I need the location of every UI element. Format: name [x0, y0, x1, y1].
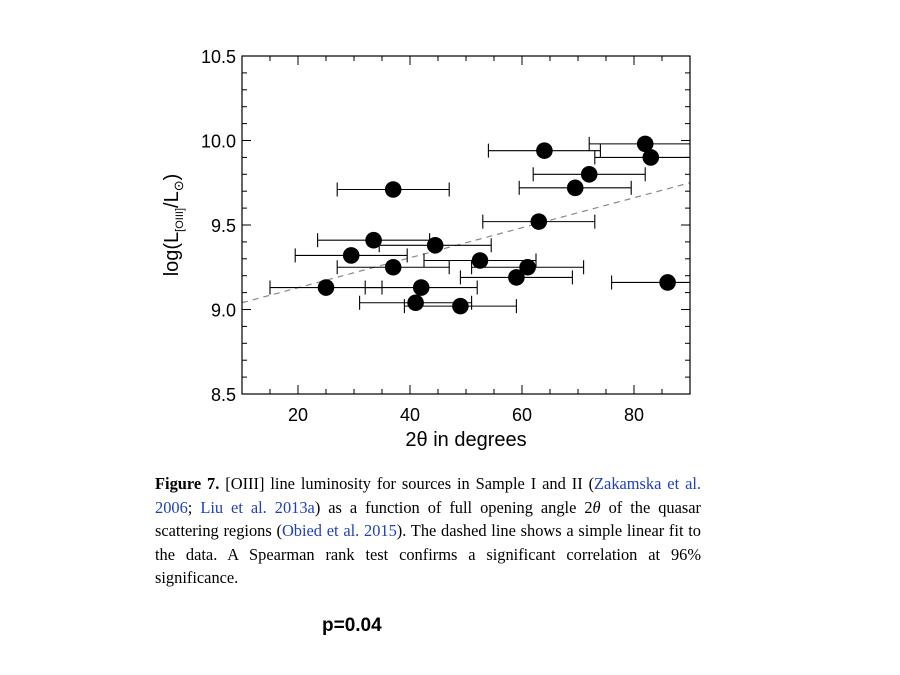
y-tick-label: 8.5	[211, 385, 236, 405]
caption-text: [OIII] line luminosity for sources in Sa…	[219, 474, 595, 493]
x-tick-label: 80	[624, 405, 644, 425]
x-axis-title-part: θ	[417, 429, 428, 451]
data-point	[342, 247, 360, 264]
y-tick-label: 10.5	[201, 47, 236, 67]
y-tick-label: 10.0	[201, 132, 236, 152]
x-axis-title-part: 2	[405, 429, 416, 451]
caption-text: of the quasar scattering regions (	[155, 497, 701, 541]
figure-caption: Figure 7. [OIII] line luminosity for sou…	[155, 472, 701, 590]
data-point	[384, 181, 402, 198]
data-point	[530, 213, 548, 230]
data-point	[519, 258, 536, 276]
p-value-annotation: p=0.04	[322, 615, 382, 636]
data-point	[426, 236, 444, 254]
data-point	[452, 297, 469, 315]
data-point	[508, 269, 525, 286]
citation-link-zakamska[interactable]: Zakamska et al. 2006	[155, 474, 701, 517]
figure-label: Figure 7.	[155, 474, 220, 493]
x-tick-label: 20	[288, 405, 308, 425]
x-axis-title-part: in degrees	[428, 429, 527, 451]
y-tick-label: 9.5	[211, 216, 236, 236]
y-axis-title-part: )	[161, 174, 183, 181]
data-point	[407, 294, 424, 312]
data-point	[471, 252, 489, 269]
plot-frame	[241, 55, 691, 395]
data-point	[384, 258, 402, 276]
y-axis-title-part: log(L	[161, 232, 183, 276]
citation-link-obied[interactable]: Obied et al. 2015	[281, 521, 397, 541]
data-point	[365, 231, 382, 249]
y-axis-title-subscript: ⊙	[171, 180, 186, 191]
data-point	[636, 135, 654, 153]
y-axis-title: log(L[OIII]/L⊙)	[161, 174, 186, 277]
x-tick-label: 60	[512, 405, 532, 425]
data-point	[642, 149, 660, 166]
caption-text: ). The dashed line shows a simple linear…	[155, 521, 701, 588]
y-axis-title-subscript: [OIII]	[174, 208, 186, 232]
x-axis-title: 2θ in degrees	[405, 429, 526, 451]
linear-fit-line	[241, 182, 691, 304]
data-point	[536, 142, 553, 159]
data-point	[659, 274, 676, 291]
caption-text: ) as a function of full opening angle 2	[314, 497, 593, 517]
scatter-chart: 20 40 60 808.59.09.510.010.5 2θ in degrees …	[161, 47, 691, 451]
citation-link-liu[interactable]: Liu et al. 2013a	[200, 497, 315, 517]
caption-text: ;	[187, 497, 201, 517]
y-tick-label: 9.0	[211, 301, 236, 321]
y-axis-title-part: /L	[161, 191, 183, 208]
data-point	[317, 279, 335, 296]
data-point	[566, 179, 584, 197]
data-point	[580, 166, 598, 183]
caption-theta-symbol: θ	[592, 497, 601, 517]
data-point	[412, 279, 430, 296]
x-tick-label: 40	[400, 405, 420, 425]
